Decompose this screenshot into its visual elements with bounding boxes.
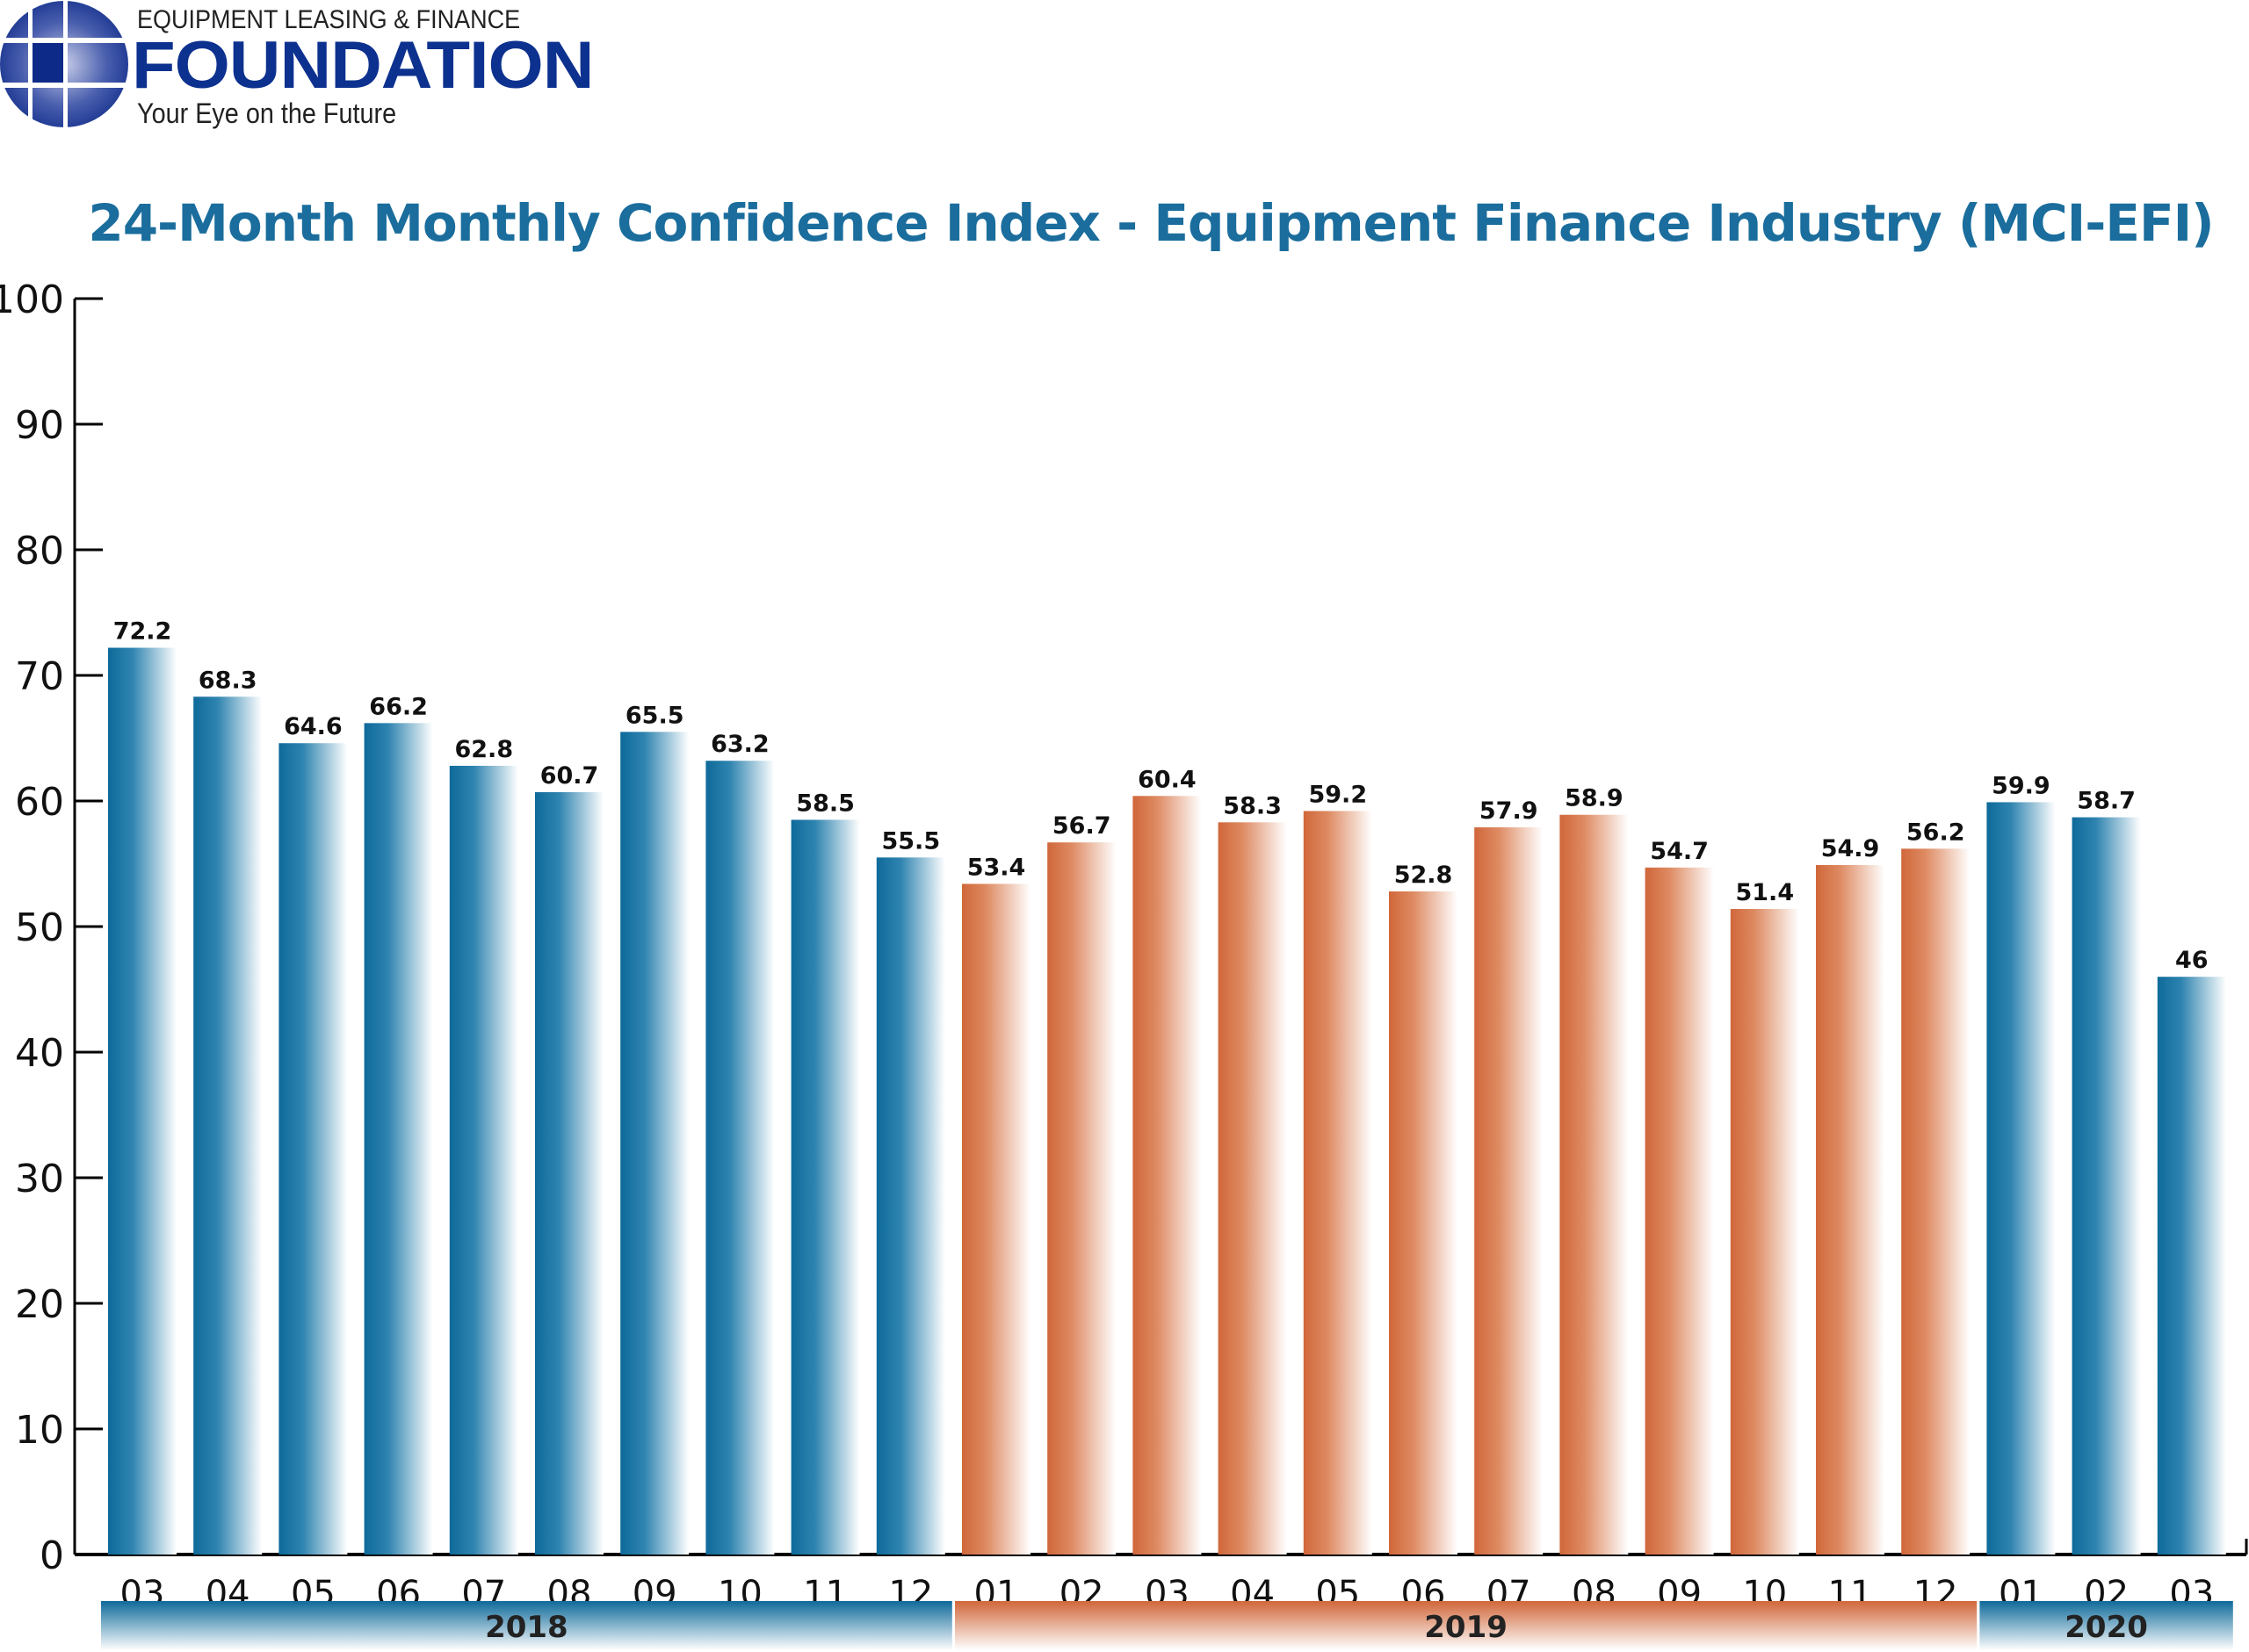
year-label: 2020: [2065, 1610, 2148, 1645]
data-label: 57.9: [1479, 797, 1538, 825]
y-tick-label: 100: [0, 278, 64, 322]
data-label: 65.5: [626, 702, 684, 729]
bar: [1986, 802, 2056, 1555]
bar: [108, 647, 177, 1555]
data-label: 58.5: [796, 790, 855, 817]
bar: [962, 884, 1030, 1555]
data-label: 52.8: [1394, 862, 1453, 889]
data-label: 68.3: [199, 667, 257, 694]
data-label: 46: [2175, 947, 2209, 974]
data-label: 59.9: [1992, 772, 2050, 799]
bar: [449, 765, 518, 1555]
bar: [535, 791, 604, 1555]
data-label: 53.4: [967, 854, 1026, 881]
y-tick-label: 50: [15, 905, 64, 950]
bar: [193, 696, 263, 1555]
bar: [705, 761, 775, 1555]
data-label: 64.6: [284, 713, 343, 740]
globe-icon: [0, 0, 132, 132]
bar: [1474, 827, 1544, 1555]
y-tick-label: 20: [15, 1282, 64, 1327]
bar: [1047, 842, 1117, 1555]
data-label: 59.2: [1308, 781, 1367, 808]
bar: [278, 743, 348, 1555]
bar: [364, 723, 433, 1555]
data-label: 55.5: [881, 827, 940, 855]
y-tick-label: 80: [15, 529, 64, 574]
bar: [1132, 796, 1202, 1555]
year-band-2018: [101, 1601, 952, 1650]
y-tick-label: 60: [15, 780, 64, 825]
year-label: 2019: [1424, 1610, 1508, 1645]
y-tick-label: 40: [15, 1031, 64, 1076]
foundation-logo: EQUIPMENT LEASING & FINANCE FOUNDATION Y…: [0, 0, 615, 132]
y-tick-label: 70: [15, 654, 64, 699]
bar: [1559, 814, 1629, 1555]
year-band-2019: [955, 1601, 1978, 1650]
bar: [1218, 822, 1287, 1555]
data-label: 66.2: [369, 693, 428, 720]
bar: [791, 819, 860, 1555]
y-tick-label: 30: [15, 1157, 64, 1201]
bar: [1901, 848, 1971, 1555]
year-label: 2018: [485, 1610, 568, 1645]
bar: [1730, 908, 1799, 1555]
y-tick-label: 10: [15, 1408, 64, 1453]
data-label: 58.3: [1223, 792, 1282, 819]
bar: [1303, 811, 1372, 1555]
data-label: 51.4: [1735, 879, 1794, 906]
data-label: 58.9: [1565, 785, 1623, 812]
data-label: 62.8: [454, 736, 513, 763]
data-label: 56.2: [1906, 819, 1965, 846]
logo-main: FOUNDATION: [132, 28, 594, 103]
bar: [876, 857, 945, 1555]
data-label: 58.7: [2077, 788, 2136, 815]
data-label: 54.9: [1821, 835, 1880, 862]
data-label: 63.2: [711, 731, 770, 758]
data-label: 72.2: [113, 618, 172, 646]
bar: [1389, 891, 1457, 1555]
bar: [2072, 817, 2141, 1555]
data-label: 60.7: [540, 762, 599, 790]
logo-tagline: Your Eye on the Future: [137, 97, 397, 129]
year-band-2020: [1979, 1601, 2233, 1650]
y-tick-label: 0: [40, 1533, 64, 1578]
bar: [1645, 867, 1714, 1555]
data-label: 60.4: [1138, 766, 1197, 793]
chart-title: 24-Month Monthly Confidence Index - Equi…: [88, 193, 2214, 253]
bar: [620, 732, 690, 1555]
bar: [1816, 864, 1884, 1555]
y-tick-label: 90: [15, 403, 64, 448]
data-label: 54.7: [1650, 838, 1709, 865]
logo-top-line: EQUIPMENT LEASING & FINANCE: [137, 5, 521, 34]
data-label: 56.7: [1052, 812, 1111, 840]
bar: [2157, 977, 2226, 1555]
